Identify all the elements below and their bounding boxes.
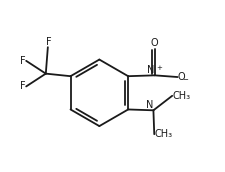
- Text: CH₃: CH₃: [154, 129, 172, 139]
- Text: F: F: [46, 37, 51, 47]
- Text: O: O: [177, 72, 185, 82]
- Text: F: F: [20, 56, 25, 66]
- Text: O: O: [150, 38, 158, 48]
- Text: N: N: [145, 100, 152, 110]
- Text: CH₃: CH₃: [172, 91, 190, 101]
- Text: F: F: [20, 81, 25, 92]
- Text: +: +: [156, 65, 162, 71]
- Text: N: N: [146, 65, 154, 75]
- Text: −: −: [181, 77, 187, 83]
